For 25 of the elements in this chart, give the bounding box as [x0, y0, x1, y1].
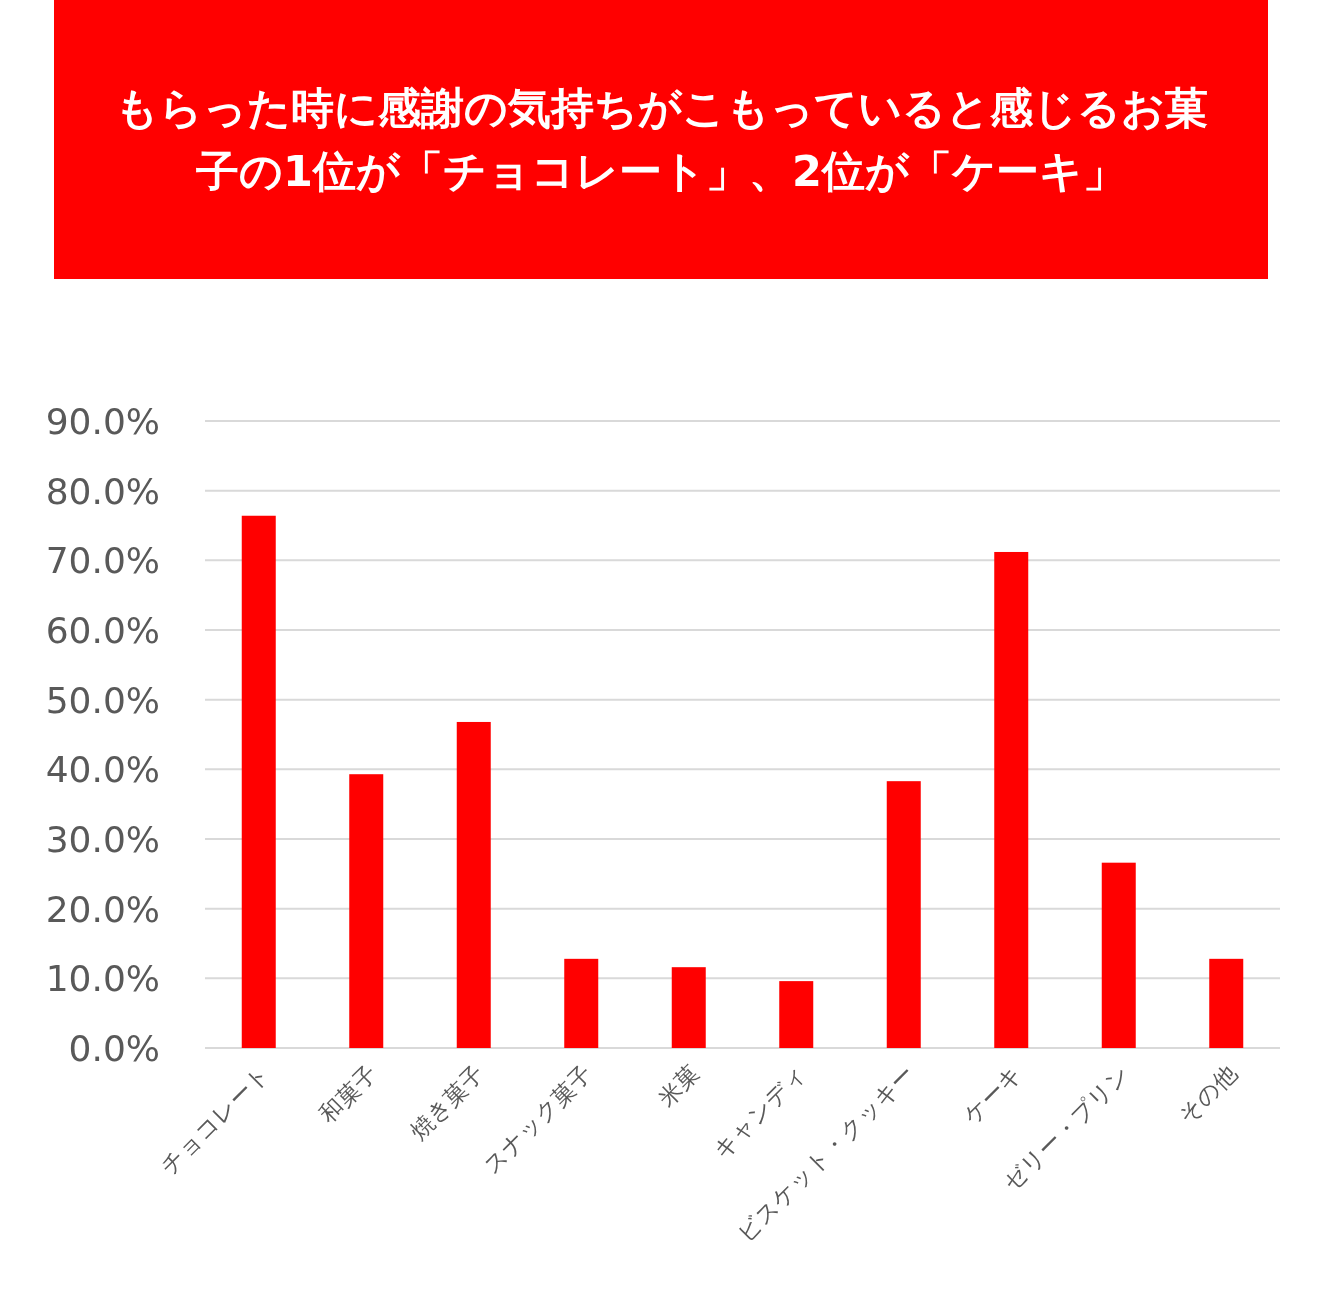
bar — [1209, 958, 1244, 1048]
x-tick-label: 焼き菓子 — [405, 1060, 490, 1145]
y-tick-label: 90.0% — [45, 401, 160, 442]
x-tick-label: その他 — [1173, 1060, 1242, 1129]
bar — [886, 781, 921, 1048]
y-tick-label: 30.0% — [45, 819, 160, 860]
bar — [349, 774, 384, 1048]
bar — [779, 981, 814, 1048]
y-tick-label: 60.0% — [45, 610, 160, 651]
bar — [1101, 862, 1136, 1048]
y-tick-label: 10.0% — [45, 958, 160, 1000]
y-tick-label: 80.0% — [45, 470, 160, 512]
y-tick-label: 50.0% — [45, 679, 160, 721]
bar — [241, 515, 276, 1048]
y-tick-label: 40.0% — [45, 749, 160, 791]
x-tick-label: 和菓子 — [314, 1060, 382, 1128]
bar — [456, 721, 491, 1048]
x-tick-label: 米菓 — [653, 1060, 705, 1112]
bar — [671, 967, 706, 1048]
y-tick-label: 20.0% — [45, 888, 160, 930]
bar — [994, 551, 1029, 1048]
chart-title: もらった時に感謝の気持ちがこもっていると感じるお菓子の1位が「チョコレート」、2位が「ケーキ」 — [113, 82, 1209, 198]
y-tick-label: 70.0% — [45, 540, 160, 582]
x-tick-label: ケーキ — [958, 1060, 1027, 1129]
bar — [564, 958, 599, 1048]
